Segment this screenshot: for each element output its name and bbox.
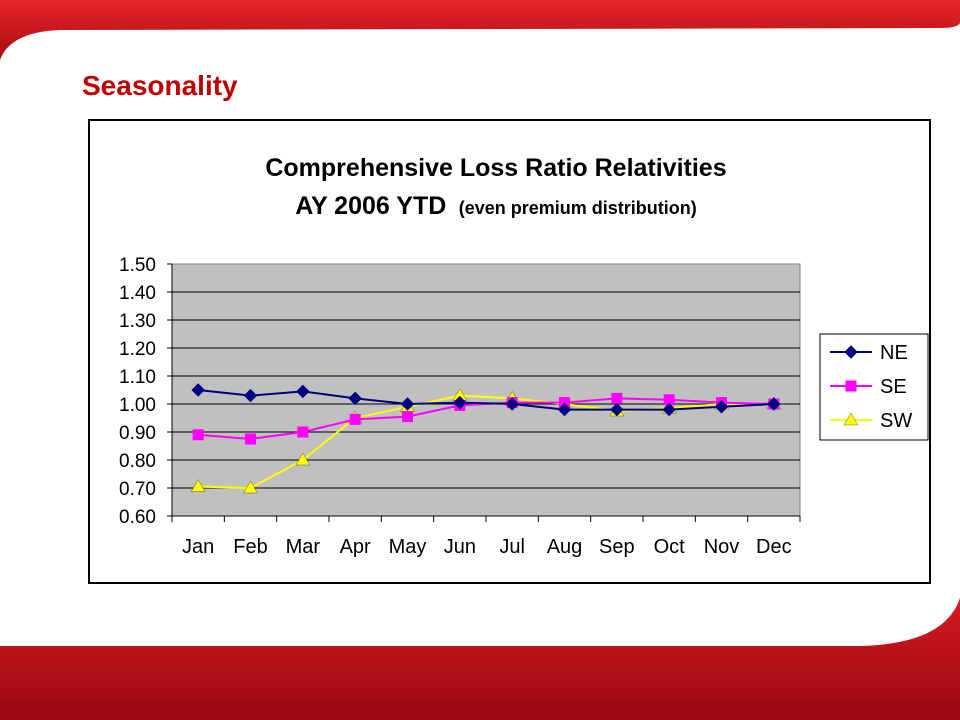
- data-point-ne: [505, 397, 519, 411]
- x-tick-label: Feb: [233, 536, 267, 558]
- x-tick-label: Sep: [599, 536, 635, 558]
- x-tick-label: Jun: [444, 536, 476, 558]
- series-ne: [191, 383, 781, 417]
- data-point-se: [245, 433, 256, 445]
- data-point-se: [402, 411, 413, 423]
- data-point-sw: [295, 452, 311, 466]
- x-tick-label: Dec: [756, 536, 792, 558]
- y-tick-label: 0.60: [119, 507, 156, 528]
- x-tick-label: May: [389, 536, 427, 558]
- data-point-ne: [610, 402, 624, 417]
- legend-item-sw: SW: [830, 410, 912, 432]
- x-tick-label: Mar: [286, 536, 321, 558]
- top-banner: [0, 0, 960, 60]
- chart-title: Comprehensive Loss Ratio Relativities: [265, 154, 726, 182]
- series-line-ne: [198, 389, 774, 411]
- y-tick-label: 1.50: [119, 255, 156, 276]
- chart-subtitle-main: AY 2006 YTD: [295, 192, 446, 220]
- x-tick-label: Jul: [499, 536, 525, 558]
- y-tick-label: 0.80: [119, 451, 156, 472]
- data-point-ne: [191, 383, 205, 397]
- legend: NE SE SW: [819, 333, 929, 441]
- legend-marker: [845, 380, 857, 392]
- x-tick-label: Apr: [340, 536, 371, 558]
- x-tick-label: Nov: [704, 536, 740, 558]
- y-axis: 1.50 1.40 1.30 1.20 1.10 1.00 0.90 0.80 0.70 0.60: [119, 255, 173, 528]
- data-point-sw: [190, 479, 206, 492]
- gridlines: [172, 291, 800, 489]
- data-point-se: [349, 413, 361, 425]
- slide-title: Seasonality: [82, 70, 238, 101]
- data-point-se: [297, 426, 309, 438]
- legend-label: SW: [880, 410, 912, 432]
- legend-marker: [843, 412, 859, 426]
- y-tick-label: 0.70: [119, 479, 156, 500]
- data-point-se: [192, 429, 204, 441]
- data-point-ne: [767, 397, 781, 411]
- y-tick-label: 1.10: [119, 367, 156, 388]
- data-point-ne: [557, 402, 572, 417]
- x-axis: Jan Feb Mar Apr May Jun Jul Aug Sep Oct Nov Dec: [171, 515, 801, 558]
- data-point-ne: [400, 397, 415, 411]
- bottom-banner: [0, 598, 960, 720]
- x-tick-label: Aug: [547, 536, 583, 558]
- x-tick-label: Jan: [182, 536, 214, 558]
- y-tick-label: 1.00: [119, 395, 156, 416]
- data-point-ne: [662, 402, 676, 417]
- series-line-sw: [198, 394, 774, 490]
- data-point-ne: [453, 395, 467, 410]
- data-point-ne: [714, 400, 729, 414]
- data-point-sw: [243, 480, 258, 494]
- data-point-ne: [243, 388, 258, 403]
- data-point-se: [611, 392, 623, 404]
- legend-items: NE SE SW: [830, 342, 912, 432]
- y-tick-label: 1.40: [119, 283, 156, 304]
- data-point-ne: [296, 384, 310, 399]
- legend-marker: [844, 345, 858, 359]
- y-tick-label: 1.30: [119, 311, 156, 332]
- legend-label: NE: [880, 342, 908, 364]
- chart-subtitle: AY 2006 YTD (even premium distribution): [295, 192, 697, 220]
- y-tick-label: 1.20: [119, 339, 156, 360]
- loss-ratio-chart: Comprehensive Loss Ratio Relativities AY…: [119, 154, 929, 558]
- legend-item-se: SE: [830, 376, 907, 398]
- chart-subtitle-note: (even premium distribution): [459, 198, 697, 218]
- plot-area: [171, 263, 801, 517]
- data-point-ne: [348, 391, 362, 406]
- legend-label: SE: [880, 376, 907, 398]
- y-tick-label: 0.90: [119, 423, 156, 444]
- legend-item-ne: NE: [830, 342, 908, 364]
- x-tick-label: Oct: [654, 536, 686, 558]
- series-layer: [190, 383, 782, 494]
